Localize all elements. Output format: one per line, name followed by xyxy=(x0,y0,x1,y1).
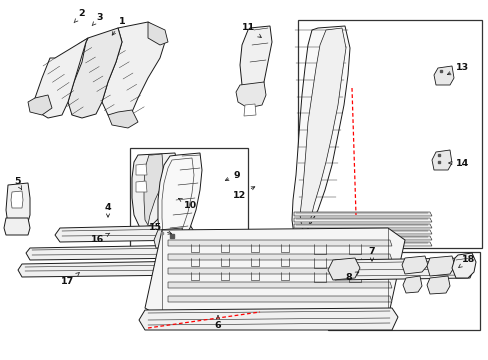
Polygon shape xyxy=(139,308,397,330)
Bar xyxy=(327,252,479,330)
Text: 2: 2 xyxy=(74,9,85,23)
Polygon shape xyxy=(168,282,391,288)
Polygon shape xyxy=(6,183,30,228)
Text: 6: 6 xyxy=(214,316,221,330)
Polygon shape xyxy=(145,228,404,318)
Text: 17: 17 xyxy=(61,273,79,287)
Polygon shape xyxy=(293,212,431,216)
Polygon shape xyxy=(402,276,421,293)
Bar xyxy=(297,20,481,248)
Polygon shape xyxy=(55,225,195,242)
Polygon shape xyxy=(299,28,346,232)
Polygon shape xyxy=(11,191,23,208)
Text: 13: 13 xyxy=(447,63,468,75)
Polygon shape xyxy=(132,153,178,228)
Polygon shape xyxy=(4,218,30,235)
Polygon shape xyxy=(426,256,454,276)
Polygon shape xyxy=(293,242,431,246)
Polygon shape xyxy=(158,153,202,245)
Polygon shape xyxy=(18,261,196,277)
Polygon shape xyxy=(28,95,52,115)
Polygon shape xyxy=(168,268,391,274)
Polygon shape xyxy=(168,240,391,246)
Polygon shape xyxy=(401,256,427,274)
Text: 16: 16 xyxy=(91,233,110,244)
Polygon shape xyxy=(102,22,164,118)
Polygon shape xyxy=(433,66,453,85)
Text: 7: 7 xyxy=(368,248,375,261)
Polygon shape xyxy=(451,253,475,278)
Polygon shape xyxy=(236,82,265,108)
Text: 15: 15 xyxy=(148,224,171,234)
Polygon shape xyxy=(293,236,431,240)
Polygon shape xyxy=(26,245,200,260)
Text: 9: 9 xyxy=(225,171,240,181)
Text: 12: 12 xyxy=(232,187,254,199)
Polygon shape xyxy=(168,296,391,302)
Text: 1: 1 xyxy=(112,18,125,35)
Polygon shape xyxy=(108,110,138,128)
Polygon shape xyxy=(431,150,451,170)
Polygon shape xyxy=(240,26,271,100)
Polygon shape xyxy=(68,28,122,118)
Text: 3: 3 xyxy=(92,13,103,26)
Polygon shape xyxy=(293,218,431,222)
Polygon shape xyxy=(161,198,180,215)
Polygon shape xyxy=(426,276,449,294)
Polygon shape xyxy=(168,254,391,260)
Polygon shape xyxy=(244,104,256,116)
Polygon shape xyxy=(293,230,431,234)
Polygon shape xyxy=(136,181,147,192)
Text: 10: 10 xyxy=(178,198,197,210)
Text: 18: 18 xyxy=(458,256,474,267)
Bar xyxy=(130,148,247,248)
Text: 5: 5 xyxy=(14,177,21,189)
Text: 11: 11 xyxy=(241,23,261,37)
Text: 8: 8 xyxy=(345,272,358,283)
Text: 4: 4 xyxy=(104,203,111,217)
Polygon shape xyxy=(291,26,349,240)
Polygon shape xyxy=(148,22,168,45)
Polygon shape xyxy=(330,258,473,280)
Polygon shape xyxy=(143,154,163,225)
Polygon shape xyxy=(163,177,175,186)
Polygon shape xyxy=(154,228,183,248)
Polygon shape xyxy=(136,164,147,175)
Polygon shape xyxy=(35,38,88,118)
Polygon shape xyxy=(327,258,359,280)
Text: 14: 14 xyxy=(447,158,468,167)
Polygon shape xyxy=(293,224,431,228)
